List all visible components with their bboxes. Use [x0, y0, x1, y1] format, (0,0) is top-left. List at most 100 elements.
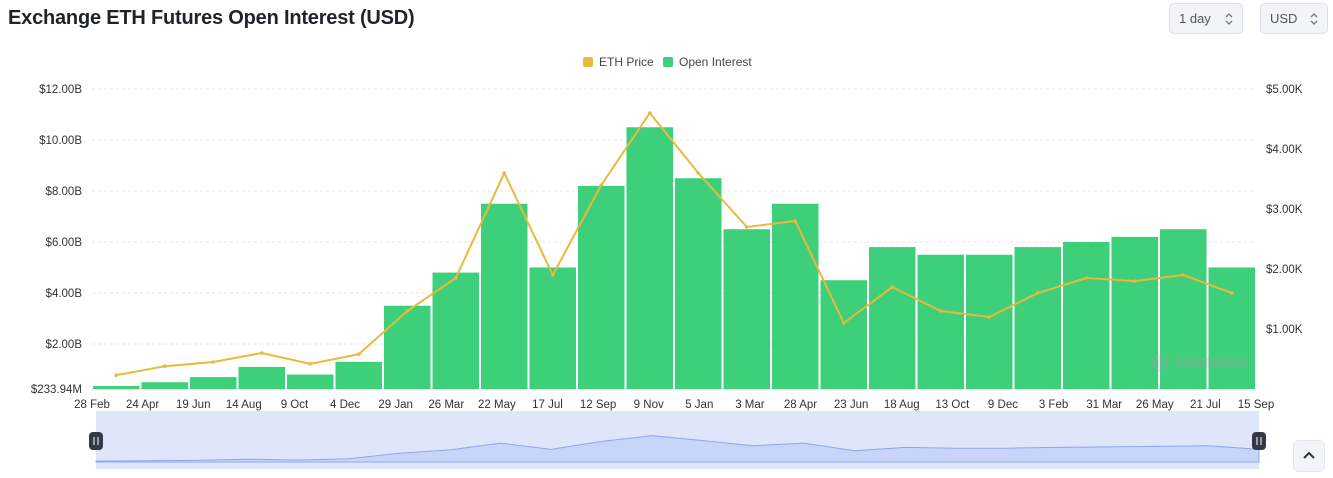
chevron-up-icon	[1303, 451, 1315, 459]
x-tick-label: 9 Dec	[988, 399, 1018, 411]
y-left-tick-label: $2.00B	[46, 339, 83, 351]
open-interest-bar[interactable]	[772, 203, 819, 389]
eth-price-line[interactable]	[116, 111, 1233, 377]
open-interest-bar[interactable]	[869, 247, 916, 389]
eth-price-point[interactable]	[696, 171, 701, 175]
chevron-up-down-icon	[1310, 13, 1318, 25]
open-interest-bar[interactable]	[723, 229, 771, 389]
x-tick-label: 9 Oct	[281, 399, 309, 411]
eth-price-point[interactable]	[841, 321, 846, 325]
scroll-to-top-button[interactable]	[1293, 440, 1325, 472]
x-tick-label: 3 Mar	[735, 399, 765, 411]
eth-price-point[interactable]	[114, 373, 119, 378]
chevron-up-down-icon	[1225, 13, 1233, 25]
open-interest-bar[interactable]	[917, 254, 965, 389]
x-tick-label: 13 Oct	[935, 399, 970, 411]
y-left-tick-label: $8.00B	[46, 186, 83, 198]
x-tick-label: 26 Mar	[428, 399, 464, 411]
x-axis: 28 Feb 24 Apr 19 Jun 14 Aug 9 Oct 4 Dec 29 Jan…	[74, 399, 1274, 411]
x-tick-label: 15 Sep	[1238, 399, 1274, 411]
interval-select[interactable]: 1 day	[1169, 3, 1243, 34]
eth-price-point[interactable]	[356, 352, 361, 357]
open-interest-bar[interactable]	[238, 366, 286, 389]
open-interest-bar[interactable]	[287, 374, 334, 389]
y-right-tick-label: $5.00K	[1266, 84, 1303, 96]
eth-price-point[interactable]	[162, 364, 167, 369]
y-left-tick-label: $233.94M	[31, 384, 82, 396]
eth-price-line-group	[114, 111, 1234, 378]
eth-price-point[interactable]	[502, 171, 507, 175]
eth-price-point[interactable]	[453, 276, 458, 280]
open-interest-bar[interactable]	[481, 203, 528, 389]
eth-price-point[interactable]	[308, 362, 313, 366]
eth-price-point[interactable]	[793, 219, 798, 223]
interval-select-value: 1 day	[1179, 11, 1211, 26]
open-interest-bar[interactable]	[820, 280, 868, 389]
x-tick-label: 3 Feb	[1039, 399, 1068, 411]
x-tick-label: 22 May	[478, 399, 516, 411]
eth-price-point[interactable]	[1229, 291, 1234, 295]
open-interest-bar[interactable]	[190, 377, 237, 389]
eth-price-point[interactable]	[211, 360, 216, 364]
open-interest-bar[interactable]	[141, 382, 189, 389]
open-interest-bar[interactable]	[966, 254, 1013, 389]
y-axis-right: $1.00K $2.00K $3.00K $4.00K $5.00K	[1266, 84, 1303, 336]
open-interest-bar[interactable]	[1063, 241, 1110, 389]
open-interest-bar[interactable]	[1208, 267, 1256, 389]
range-navigator[interactable]	[89, 411, 1266, 469]
y-right-tick-label: $2.00K	[1266, 264, 1303, 276]
coinglass-logo	[1151, 354, 1247, 372]
eth-price-point[interactable]	[599, 183, 604, 187]
x-tick-label: 19 Jun	[176, 399, 211, 411]
open-interest-bar[interactable]	[1014, 247, 1062, 389]
open-interest-bar[interactable]	[384, 305, 431, 389]
legend-item-eth-price[interactable]: ETH Price	[583, 55, 654, 69]
eth-price-point[interactable]	[259, 351, 264, 355]
x-tick-label: 12 Sep	[580, 399, 616, 411]
chart-legend: ETH Price Open Interest	[583, 55, 752, 69]
x-tick-label: 14 Aug	[226, 399, 262, 411]
open-interest-bar[interactable]	[432, 272, 480, 389]
open-interest-bar[interactable]	[93, 386, 140, 389]
y-left-tick-label: $6.00B	[46, 237, 83, 249]
x-tick-label: 17 Jul	[532, 399, 563, 411]
x-tick-label: 26 May	[1136, 399, 1174, 411]
open-interest-bar[interactable]	[1111, 236, 1159, 389]
eth-price-point[interactable]	[1035, 291, 1040, 295]
navigator-handle-right[interactable]	[1252, 432, 1266, 450]
open-interest-bar[interactable]	[578, 185, 625, 389]
open-interest-bar[interactable]	[529, 267, 577, 389]
open-interest-bar[interactable]	[1160, 229, 1207, 389]
legend-label-open-interest: Open Interest	[679, 55, 752, 69]
navigator-handle-left[interactable]	[89, 432, 103, 450]
x-tick-label: 4 Dec	[330, 399, 360, 411]
eth-price-point[interactable]	[647, 111, 652, 115]
x-tick-label: 29 Jan	[378, 399, 413, 411]
x-tick-label: 9 Nov	[634, 399, 664, 411]
legend-swatch-open-interest	[663, 57, 673, 67]
currency-select-value: USD	[1270, 11, 1298, 26]
chart-grid	[92, 88, 1256, 390]
legend-label-eth-price: ETH Price	[599, 55, 654, 69]
eth-price-point[interactable]	[890, 285, 895, 289]
eth-price-point[interactable]	[987, 315, 992, 319]
eth-price-point[interactable]	[938, 309, 943, 313]
eth-price-point[interactable]	[550, 273, 555, 277]
currency-select[interactable]: USD	[1260, 3, 1328, 34]
open-interest-bar[interactable]	[675, 178, 722, 389]
legend-item-open-interest[interactable]: Open Interest	[663, 55, 752, 69]
eth-price-point[interactable]	[1084, 276, 1089, 280]
open-interest-bar[interactable]	[626, 127, 674, 389]
eth-price-point[interactable]	[1132, 279, 1137, 283]
eth-price-point[interactable]	[405, 309, 410, 313]
x-tick-label: 18 Aug	[884, 399, 920, 411]
y-left-tick-label: $10.00B	[39, 135, 82, 147]
eth-price-point[interactable]	[744, 225, 749, 229]
eth-price-point[interactable]	[1181, 273, 1186, 277]
y-left-tick-label: $12.00B	[39, 84, 82, 96]
navigator-series-area	[95, 435, 1260, 463]
x-tick-label: 28 Feb	[74, 399, 110, 411]
open-interest-bar[interactable]	[335, 361, 383, 389]
x-tick-label: 24 Apr	[126, 399, 159, 411]
